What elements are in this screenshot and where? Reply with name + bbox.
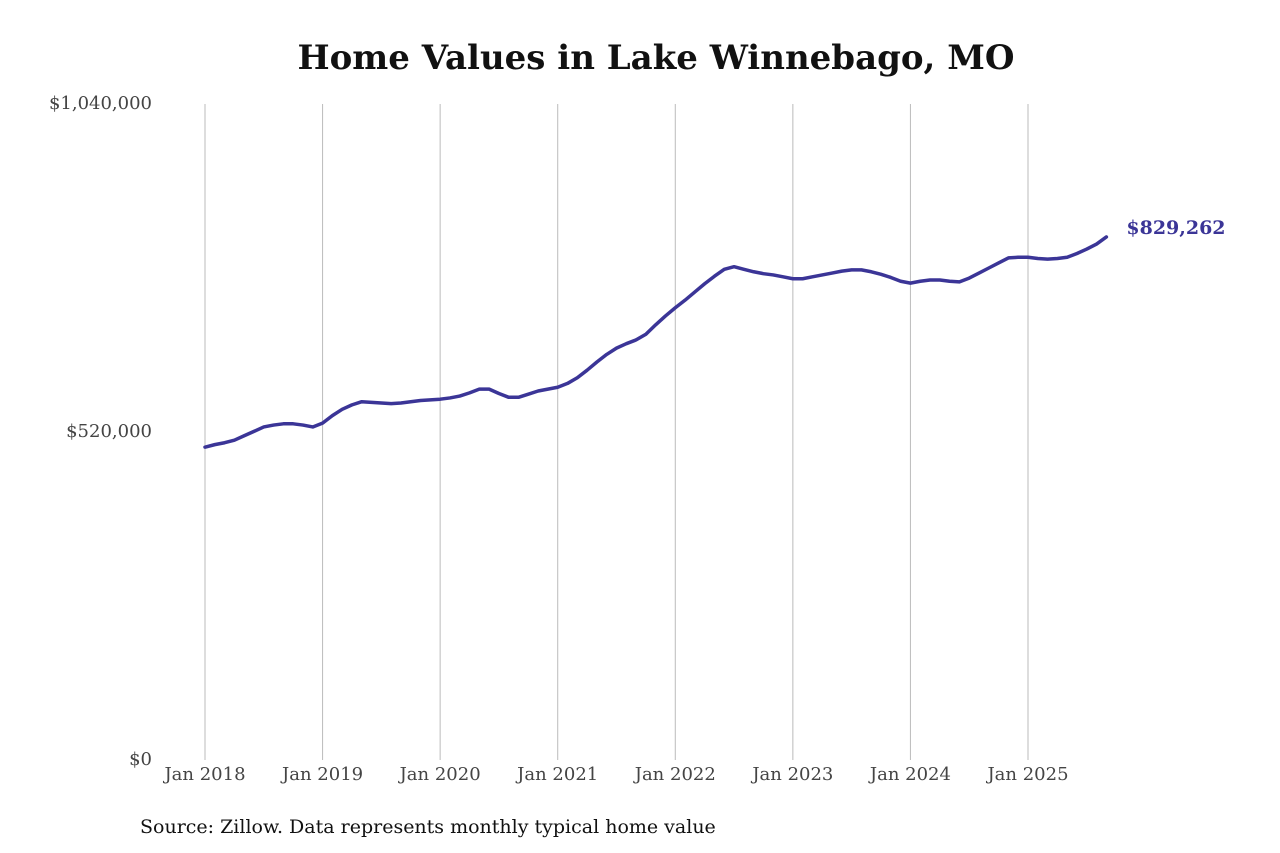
x-tick-label: Jan 2020	[398, 764, 481, 785]
y-tick-label: $520,000	[66, 421, 152, 442]
x-tick-label: Jan 2023	[750, 764, 833, 785]
line	[203, 235, 1109, 449]
x-tick-label: Jan 2022	[633, 764, 716, 785]
x-tick-label: Jan 2018	[162, 764, 245, 785]
source-note: Source: Zillow. Data represents monthly …	[140, 816, 716, 838]
x-tick-label: Jan 2024	[868, 764, 951, 785]
x-tick-label: Jan 2019	[280, 764, 363, 785]
y-tick-label: $1,040,000	[49, 93, 152, 114]
chart-title: Home Values in Lake Winnebago, MO	[298, 38, 1015, 78]
x-tick-label: Jan 2021	[515, 764, 598, 785]
x-tick-label: Jan 2025	[985, 764, 1068, 785]
value-label: $829,262	[1126, 217, 1225, 239]
y-tick-label: $0	[129, 749, 152, 770]
